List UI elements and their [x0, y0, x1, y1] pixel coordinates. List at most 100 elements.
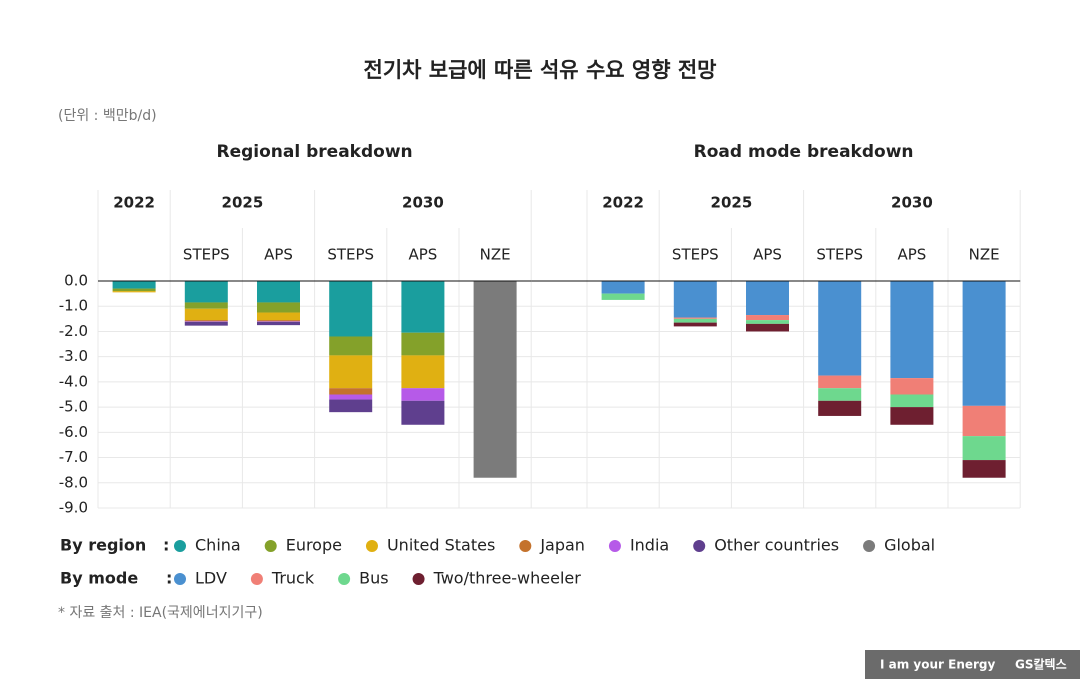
- bar-segment: [329, 336, 373, 356]
- legend-marker: [338, 573, 351, 585]
- legend-marker: [693, 540, 706, 552]
- source: * 자료 출처 : IEA(국제에너지기구): [58, 605, 263, 621]
- y-tick-label: -6.0: [59, 423, 88, 441]
- legend-label: Europe: [286, 536, 342, 555]
- legend-title: By mode :: [60, 569, 172, 588]
- bar-segment: [184, 302, 228, 309]
- group-label: 2025: [711, 194, 753, 212]
- bar-segment: [184, 321, 228, 326]
- y-tick-label: -8.0: [59, 473, 88, 491]
- bar-segment: [257, 321, 300, 322]
- bar-segment: [401, 355, 445, 389]
- legend-label: Japan: [539, 536, 585, 555]
- group-label: 2022: [113, 194, 155, 212]
- x-tick-label: APS: [897, 246, 926, 264]
- legend-marker: [264, 540, 277, 552]
- bar-segment: [329, 394, 373, 400]
- legend-marker: [174, 540, 186, 552]
- y-tick-label: -5.0: [59, 398, 88, 416]
- x-tick-label: STEPS: [672, 246, 719, 264]
- bar-segment: [673, 281, 717, 318]
- panel-title: Regional breakdown: [217, 142, 413, 162]
- bar-segment: [184, 281, 228, 303]
- legend-label: India: [630, 536, 669, 555]
- legend-label: China: [195, 536, 241, 555]
- y-tick-label: -9.0: [59, 499, 88, 517]
- bar-segment: [890, 378, 934, 395]
- bar-segment: [890, 281, 934, 379]
- legend-marker: [519, 540, 532, 552]
- bar-segment: [112, 288, 156, 292]
- group-label: 2022: [602, 194, 644, 212]
- bar-segment: [184, 308, 228, 321]
- bar-segment: [673, 317, 717, 319]
- bar-segment: [890, 407, 934, 425]
- group-label: 2025: [222, 194, 264, 212]
- y-tick-label: -4.0: [59, 372, 88, 390]
- x-tick-label: NZE: [480, 246, 511, 264]
- legend-marker: [608, 540, 621, 552]
- legend-title: By region :: [60, 536, 169, 555]
- bar-segment: [257, 281, 300, 303]
- bar-segment: [890, 394, 934, 408]
- bar-segment: [818, 388, 862, 401]
- bar-segment: [257, 312, 300, 321]
- legend-label: United States: [387, 536, 495, 555]
- x-tick-label: APS: [264, 246, 293, 264]
- bar-segment: [962, 436, 1006, 461]
- bar-segment: [329, 281, 373, 337]
- legend-label: LDV: [195, 569, 227, 588]
- x-tick-label: NZE: [969, 246, 1000, 264]
- x-tick-label: STEPS: [327, 246, 374, 264]
- bar-segment: [601, 293, 645, 300]
- legend-marker: [412, 573, 425, 585]
- brand-bar: [865, 650, 1080, 679]
- legend-label: Two/three-wheeler: [433, 569, 582, 588]
- bar-segment: [962, 281, 1006, 406]
- bar-segment: [112, 281, 156, 289]
- legend-marker: [863, 540, 876, 552]
- bar-segment: [746, 281, 789, 316]
- x-tick-label: APS: [753, 246, 782, 264]
- legend-marker: [250, 573, 263, 585]
- unit: (단위 : 백만b/d): [58, 108, 157, 124]
- group-label: 2030: [891, 194, 933, 212]
- bar-segment: [401, 332, 445, 356]
- bar-segment: [257, 321, 300, 326]
- y-tick-label: 0.0: [64, 272, 88, 290]
- bar-segment: [329, 355, 373, 389]
- bar-segment: [818, 375, 862, 389]
- bar-segment: [329, 388, 373, 395]
- bar-segment: [184, 320, 228, 322]
- bar-segment: [601, 281, 645, 294]
- y-tick-label: -7.0: [59, 448, 88, 466]
- legend-label: Other countries: [714, 536, 839, 555]
- bar-segment: [962, 460, 1006, 478]
- x-tick-label: APS: [408, 246, 437, 264]
- bar-segment: [257, 302, 300, 313]
- bar-segment: [746, 320, 789, 324]
- bar-segment: [673, 322, 717, 327]
- bar-segment: [473, 281, 517, 478]
- y-tick-label: -1.0: [59, 297, 88, 315]
- bar-segment: [257, 320, 300, 322]
- bar-segment: [401, 281, 445, 333]
- bar-segment: [401, 400, 445, 425]
- y-tick-label: -3.0: [59, 347, 88, 365]
- title: 전기차 보급에 따른 석유 수요 영향 전망: [364, 58, 717, 82]
- panel-title: Road mode breakdown: [694, 142, 914, 162]
- bar-segment: [184, 321, 228, 322]
- bar-segment: [818, 400, 862, 416]
- group-label: 2030: [402, 194, 444, 212]
- legend-marker: [174, 573, 186, 585]
- bar-segment: [673, 318, 717, 323]
- legend-label: Global: [884, 536, 935, 555]
- y-tick-label: -2.0: [59, 322, 88, 340]
- bar-segment: [746, 315, 789, 321]
- legend-label: Bus: [359, 569, 388, 588]
- brand-name: GS칼텍스: [1015, 657, 1067, 672]
- bar-segment: [746, 323, 789, 332]
- legend-label: Truck: [271, 569, 315, 588]
